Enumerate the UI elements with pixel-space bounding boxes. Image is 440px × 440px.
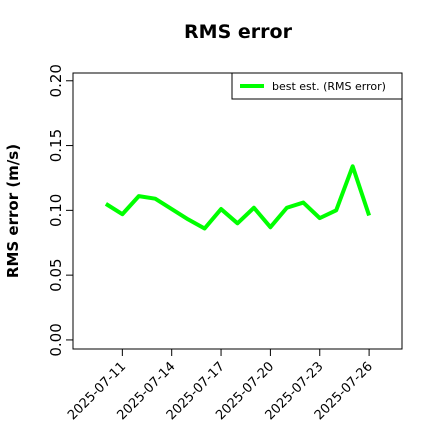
y-tick-label: 0.10 bbox=[47, 194, 65, 227]
y-axis-label: RMS error (m/s) bbox=[4, 144, 22, 278]
y-tick-label: 0.05 bbox=[47, 258, 65, 291]
y-tick-label: 0.00 bbox=[47, 323, 65, 356]
plot-frame bbox=[72, 72, 403, 350]
data-line bbox=[104, 164, 371, 231]
y-tick-label: 0.20 bbox=[47, 64, 65, 97]
legend-label: best est. (RMS error) bbox=[272, 80, 386, 93]
y-tick-label: 0.15 bbox=[47, 129, 65, 162]
chart-title: RMS error bbox=[184, 21, 293, 43]
